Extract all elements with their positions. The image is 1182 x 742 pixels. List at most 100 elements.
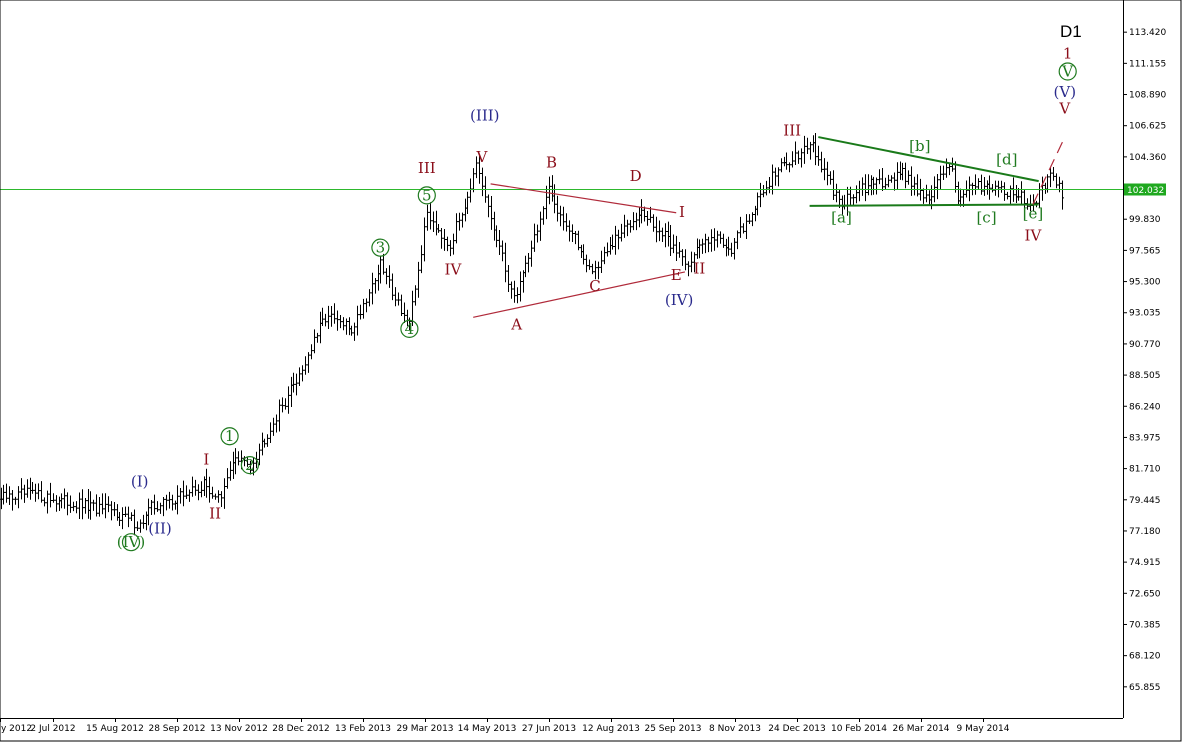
price-bar xyxy=(443,229,446,251)
price-bar xyxy=(327,305,330,329)
price-bar xyxy=(139,519,142,533)
y-tick-label: 81.710 xyxy=(1129,465,1161,475)
price-bar xyxy=(455,213,458,244)
wave-label: [b] xyxy=(909,137,930,155)
price-bar xyxy=(63,488,66,509)
price-bar xyxy=(722,233,725,248)
price-bar xyxy=(182,480,185,507)
price-bar xyxy=(922,188,925,204)
price-bar xyxy=(855,185,858,204)
price-bar xyxy=(501,240,504,262)
wave-label: II xyxy=(693,259,705,277)
price-bar xyxy=(275,414,278,433)
price-bar xyxy=(205,468,208,498)
price-bar xyxy=(748,214,751,224)
price-bar xyxy=(440,228,443,249)
price-bar xyxy=(475,156,478,179)
y-tick-label: 106.625 xyxy=(1129,122,1166,132)
price-bar xyxy=(29,477,32,500)
x-tick-label: 14 May 2013 xyxy=(458,724,517,734)
timeframe-label: D1 xyxy=(1060,22,1082,41)
price-bar xyxy=(826,161,829,186)
wave-label: (III) xyxy=(470,107,499,125)
price-bar xyxy=(690,251,693,273)
price-bar xyxy=(348,317,351,336)
price-bar xyxy=(959,188,962,207)
price-bar xyxy=(8,486,11,505)
price-bar xyxy=(739,216,742,238)
price-bar xyxy=(693,252,696,273)
wave-label: 3 xyxy=(376,239,386,257)
price-bar xyxy=(727,236,730,256)
price-bar xyxy=(98,497,101,517)
price-bar xyxy=(768,177,771,194)
price-bar xyxy=(684,249,687,271)
price-bar xyxy=(640,199,643,224)
price-bar xyxy=(870,175,873,196)
price-bar xyxy=(464,198,467,222)
wave-label: III xyxy=(418,159,436,177)
price-bar xyxy=(249,460,252,475)
price-bar xyxy=(478,154,481,184)
price-bar xyxy=(400,294,403,316)
price-bar xyxy=(490,196,493,230)
price-bar xyxy=(185,485,188,499)
price-bar xyxy=(623,214,626,238)
wave-label: 1 xyxy=(225,427,235,445)
price-bar xyxy=(942,165,945,180)
y-tick-label: 111.155 xyxy=(1129,59,1166,69)
price-bar xyxy=(649,206,652,223)
x-tick-label: 8 Nov 2013 xyxy=(709,724,761,734)
price-bar xyxy=(362,298,365,319)
price-bar xyxy=(313,329,316,354)
price-bar xyxy=(962,189,965,207)
price-bar xyxy=(272,417,275,436)
price-bar xyxy=(1015,185,1018,203)
price-bar xyxy=(791,151,794,168)
price-bar xyxy=(907,170,910,185)
price-bar xyxy=(925,184,928,203)
price-bar xyxy=(675,235,678,261)
price-bar xyxy=(423,217,426,262)
price-bar xyxy=(472,168,475,193)
price-bar xyxy=(594,260,597,280)
price-bar xyxy=(780,158,783,173)
price-bar xyxy=(519,271,522,302)
price-bar xyxy=(339,315,342,329)
price-bar xyxy=(783,156,786,167)
y-tick-label: 90.770 xyxy=(1129,340,1161,350)
price-bar xyxy=(258,443,261,466)
price-bar xyxy=(66,492,69,516)
price-bar xyxy=(382,253,385,275)
price-bar xyxy=(368,289,371,307)
y-tick-label: 79.445 xyxy=(1129,496,1161,506)
price-bar xyxy=(142,514,145,529)
price-bar xyxy=(307,352,310,373)
price-bar xyxy=(162,497,165,517)
price-bar xyxy=(945,158,948,178)
price-bar xyxy=(556,195,559,222)
y-tick-label: 77.180 xyxy=(1129,527,1161,537)
price-bar xyxy=(426,204,429,231)
price-bar xyxy=(417,261,420,298)
price-bar xyxy=(165,494,168,511)
price-bar xyxy=(1044,182,1047,194)
price-bar xyxy=(72,501,75,512)
price-bar xyxy=(124,506,127,517)
x-tick-label: 10 Feb 2014 xyxy=(831,724,887,734)
price-bar xyxy=(696,238,699,259)
price-bar xyxy=(916,174,919,197)
price-bar xyxy=(49,482,52,508)
price-bar xyxy=(574,231,577,245)
price-bar xyxy=(777,167,780,187)
price-bar xyxy=(101,493,104,515)
wave-label: (IV) xyxy=(665,291,693,309)
price-bar xyxy=(658,220,661,242)
price-bar xyxy=(620,223,623,242)
x-tick-label: 26 Mar 2014 xyxy=(892,724,949,734)
price-bar xyxy=(310,344,313,360)
x-tick-label: 24 Dec 2013 xyxy=(768,724,826,734)
price-bar xyxy=(603,246,606,265)
